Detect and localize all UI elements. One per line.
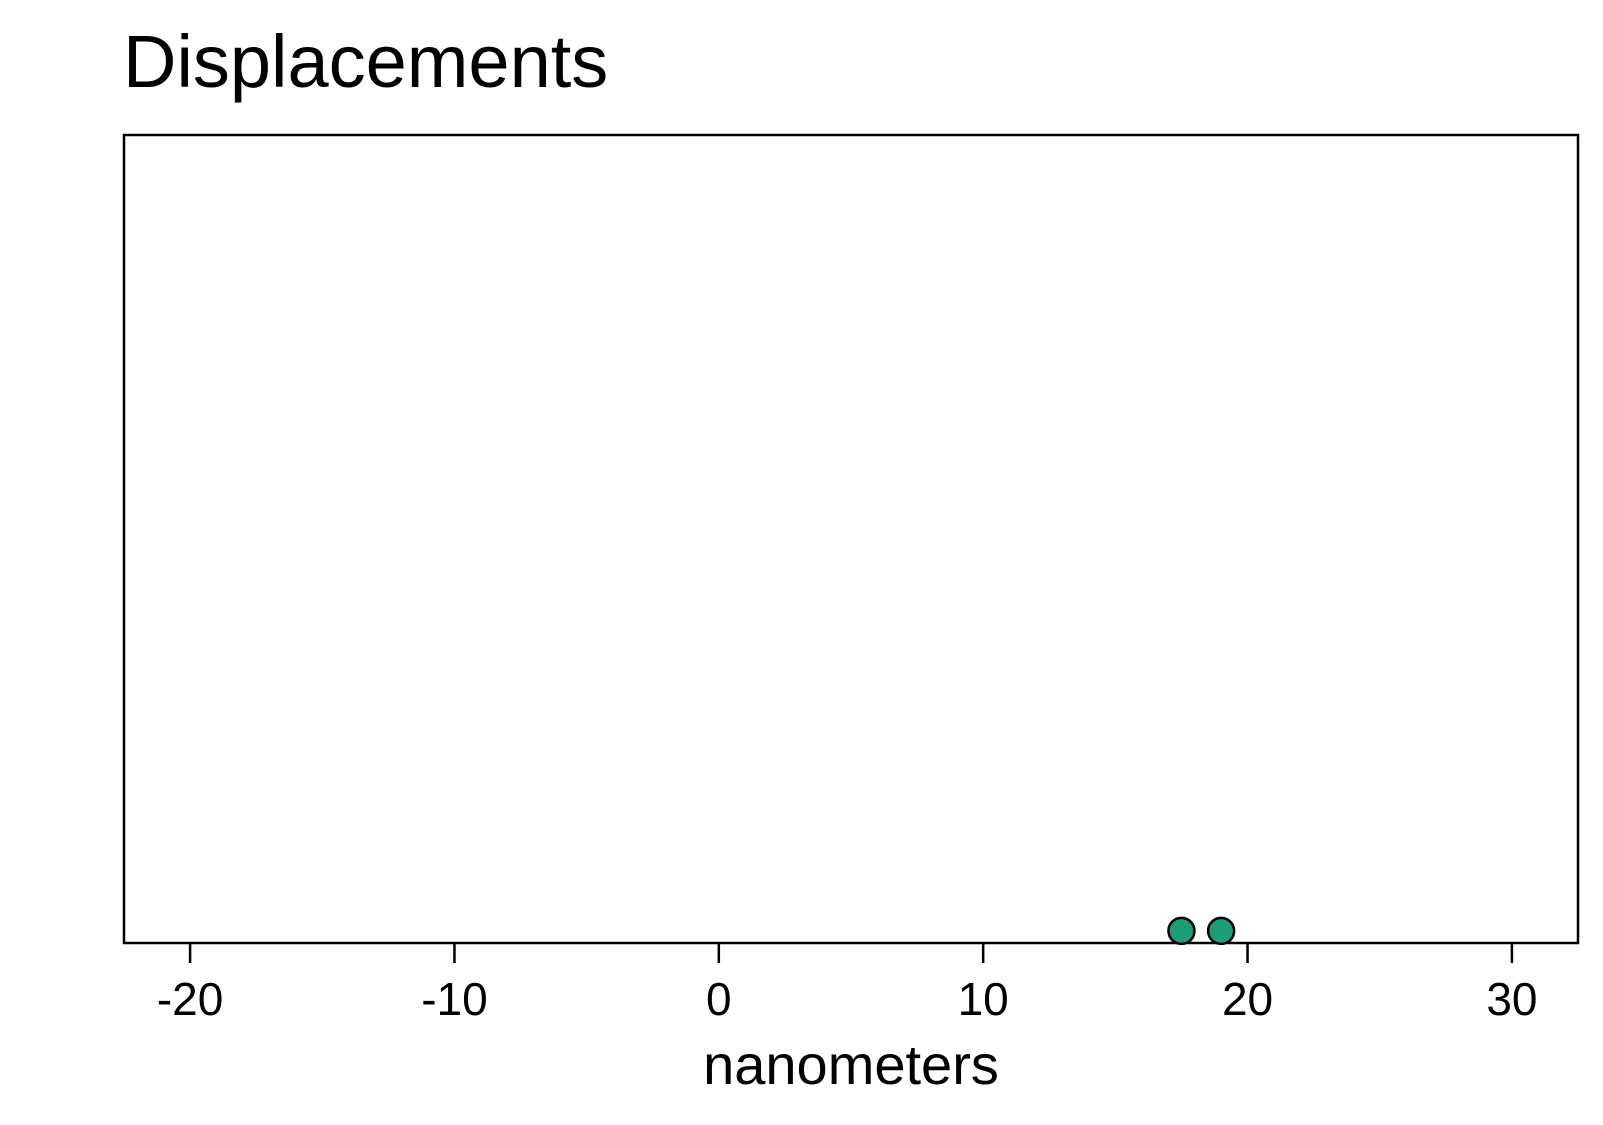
x-tick-label: 0 xyxy=(706,973,732,1025)
x-axis-title: nanometers xyxy=(703,1033,999,1096)
data-point xyxy=(1167,916,1196,946)
plot-area-frame xyxy=(122,133,1580,945)
data-point xyxy=(1206,916,1236,946)
x-axis: -20 -10 0 10 20 30 xyxy=(157,943,1537,1025)
x-tick-label: -20 xyxy=(157,973,223,1025)
x-tick-label: 30 xyxy=(1486,973,1537,1025)
x-tick-label: 20 xyxy=(1222,973,1273,1025)
data-points xyxy=(1167,916,1236,946)
chart-title: Displacements xyxy=(123,20,608,103)
x-tick-label: -10 xyxy=(421,973,487,1025)
x-tick-label: 10 xyxy=(958,973,1009,1025)
